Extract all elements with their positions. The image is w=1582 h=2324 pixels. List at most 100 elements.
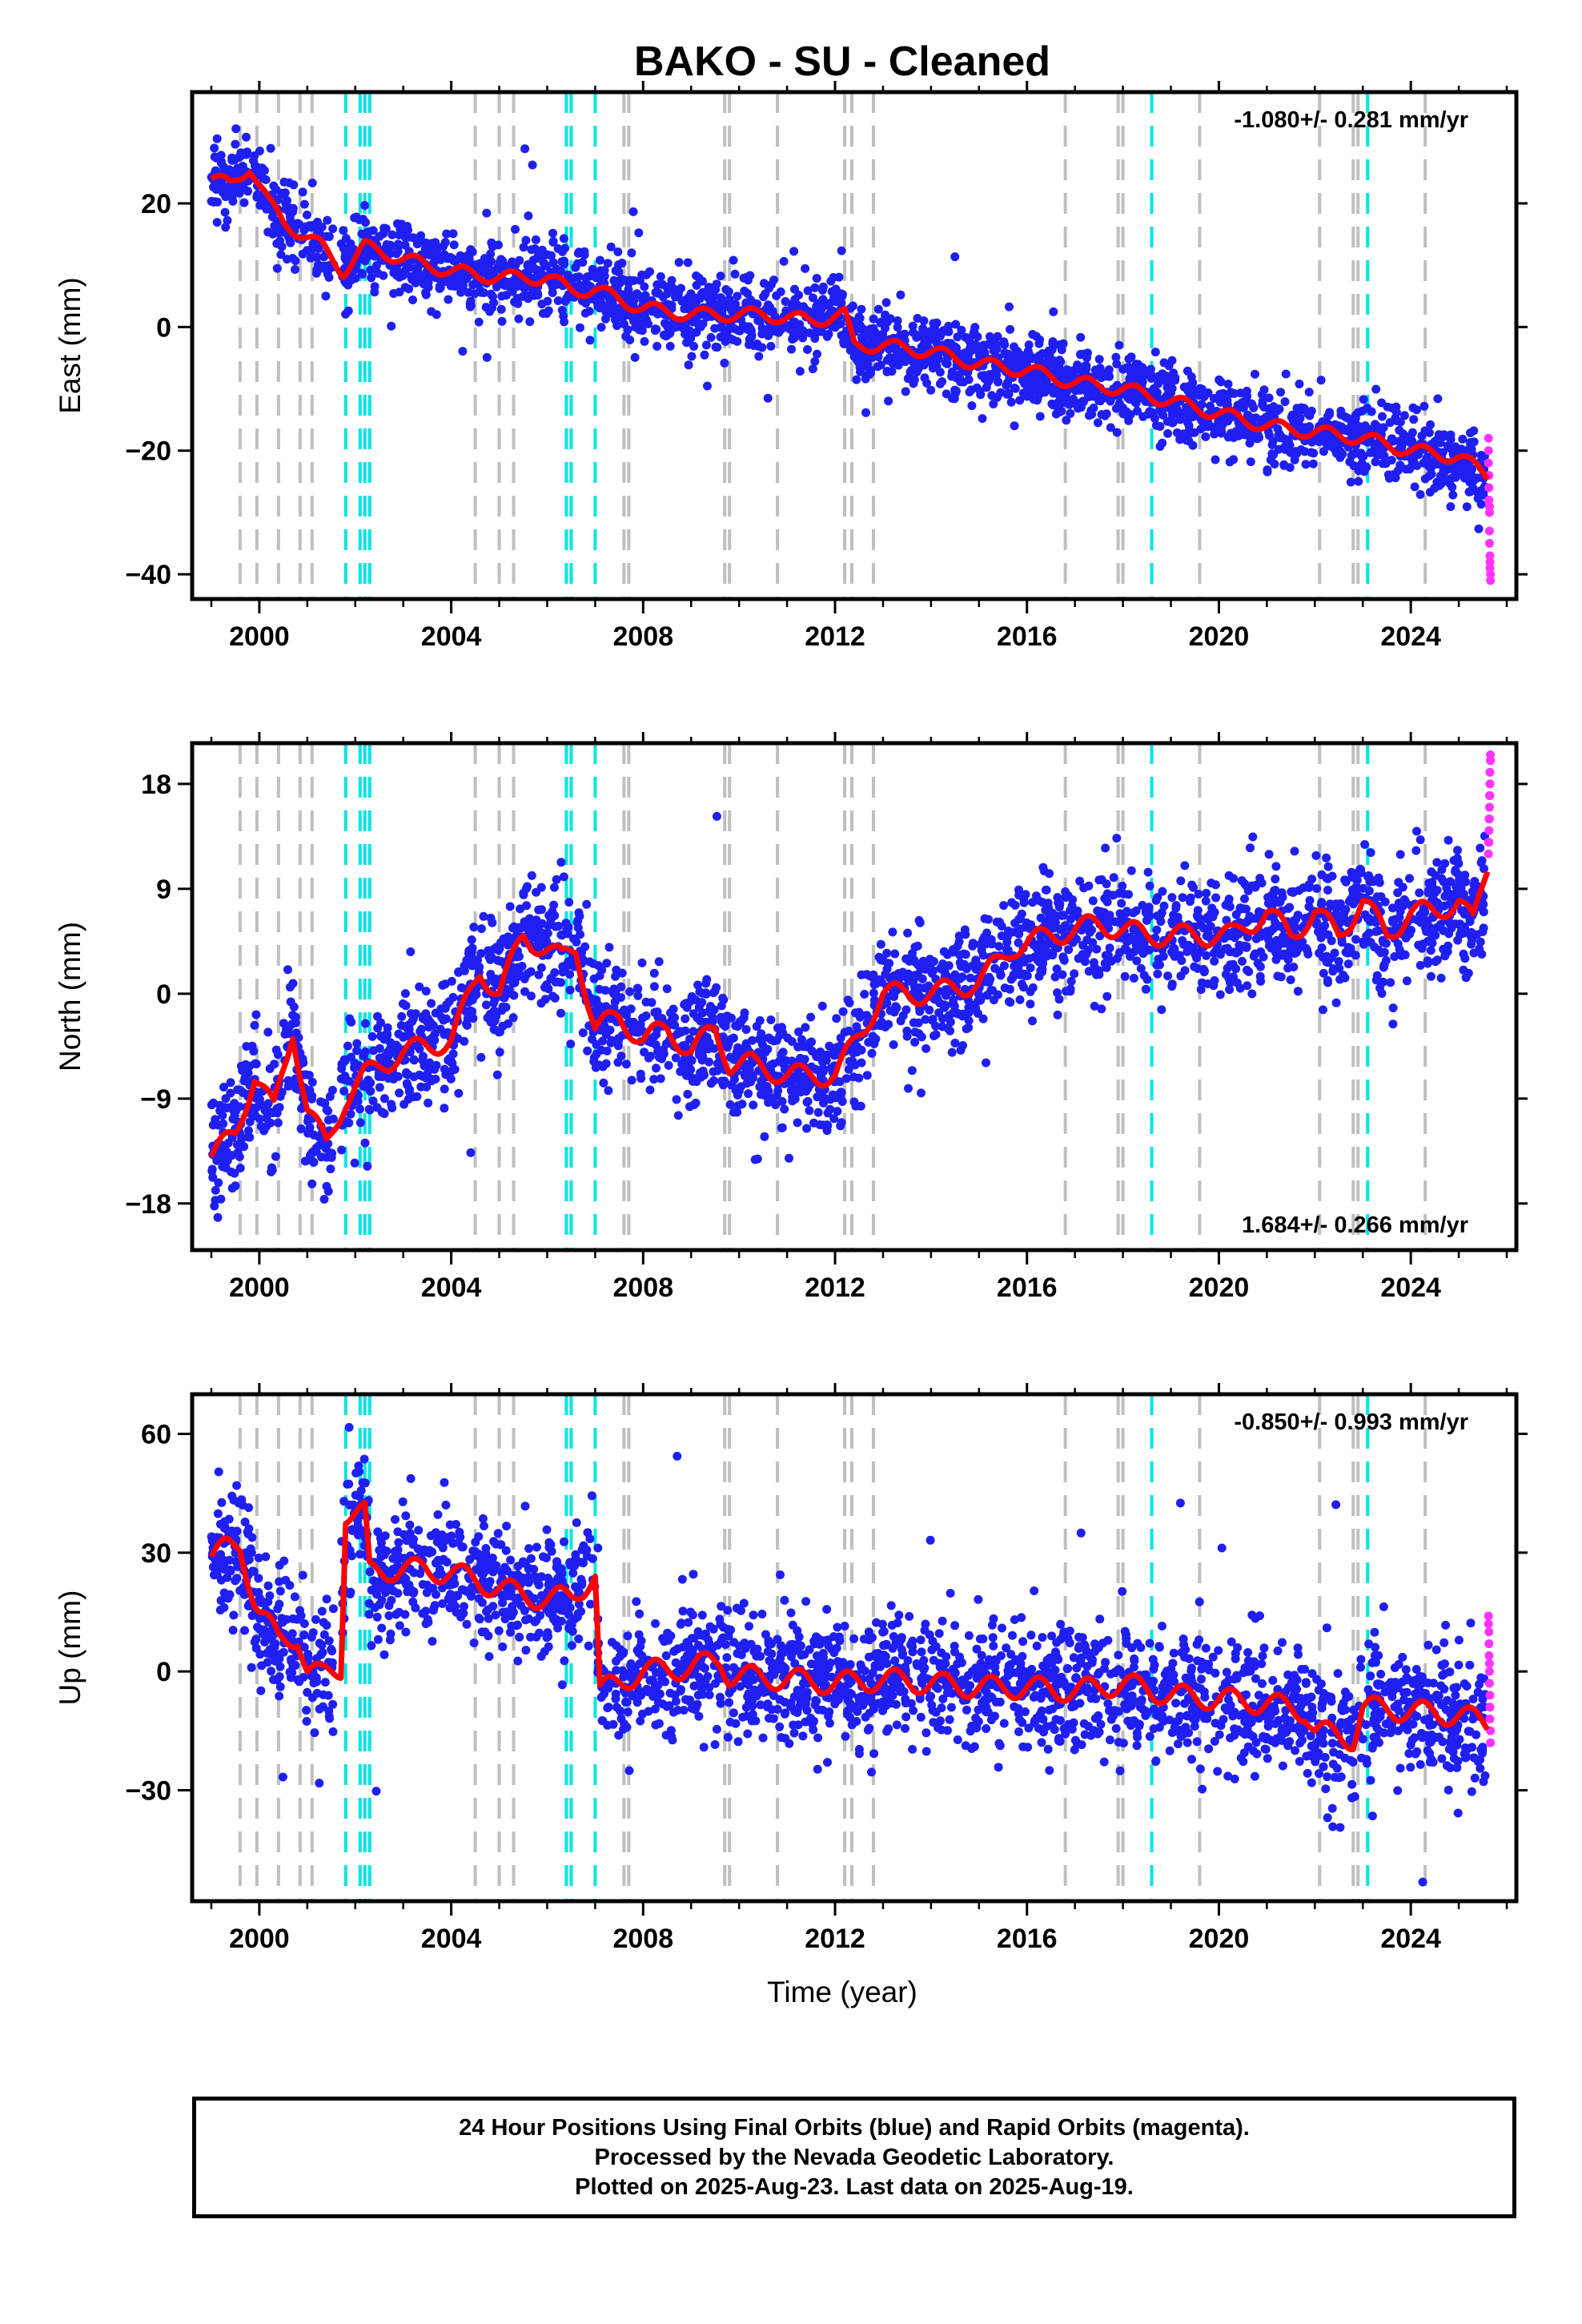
final-orbit-point xyxy=(1042,377,1051,387)
final-orbit-point xyxy=(982,1058,990,1068)
final-orbit-point xyxy=(350,213,359,223)
final-orbit-point xyxy=(520,974,529,983)
final-orbit-point xyxy=(212,134,222,143)
final-orbit-point xyxy=(395,1088,404,1098)
final-orbit-point xyxy=(944,327,954,336)
rapid-orbit-point xyxy=(1484,508,1494,517)
final-orbit-point xyxy=(1468,472,1476,482)
final-orbit-point xyxy=(1336,406,1346,416)
final-orbit-point xyxy=(1341,905,1351,915)
final-orbit-point xyxy=(482,1000,491,1010)
final-orbit-point xyxy=(686,333,696,343)
final-orbit-point xyxy=(514,314,524,324)
final-orbit-point xyxy=(1010,384,1020,393)
final-orbit-point xyxy=(625,987,635,996)
final-orbit-point xyxy=(1468,887,1477,896)
final-orbit-point xyxy=(684,360,693,370)
final-orbit-point xyxy=(931,1021,941,1031)
final-orbit-point xyxy=(1430,440,1439,449)
x-tick-label: 2012 xyxy=(805,621,865,652)
final-orbit-point xyxy=(407,274,416,283)
x-tick-label: 2016 xyxy=(997,621,1058,652)
final-orbit-point xyxy=(1010,421,1019,431)
final-orbit-point xyxy=(284,1023,294,1032)
final-orbit-point xyxy=(854,1007,864,1017)
final-orbit-point xyxy=(396,1021,406,1030)
final-orbit-point xyxy=(712,279,721,289)
final-orbit-point xyxy=(238,162,247,171)
final-orbit-point xyxy=(1443,887,1452,897)
final-orbit-point xyxy=(480,254,489,263)
final-orbit-point xyxy=(595,971,604,980)
final-orbit-point xyxy=(1411,846,1421,855)
final-orbit-point xyxy=(1226,978,1235,987)
final-orbit-point xyxy=(637,958,647,967)
final-orbit-point xyxy=(305,1128,315,1137)
final-orbit-point xyxy=(227,1167,236,1176)
final-orbit-point xyxy=(1311,919,1321,929)
final-orbit-point xyxy=(272,239,282,248)
final-orbit-point xyxy=(1367,407,1376,416)
final-orbit-point xyxy=(548,258,558,267)
final-orbit-point xyxy=(801,263,810,273)
final-orbit-point xyxy=(1157,1005,1166,1015)
final-orbit-point xyxy=(757,1076,766,1086)
final-orbit-point xyxy=(1026,963,1035,972)
final-orbit-point xyxy=(440,1084,449,1094)
final-orbit-point xyxy=(1343,959,1353,969)
final-orbit-point xyxy=(482,352,492,362)
final-orbit-point xyxy=(1415,960,1425,970)
final-orbit-point xyxy=(1000,340,1010,349)
final-orbit-point xyxy=(698,287,708,297)
final-orbit-point xyxy=(513,294,523,303)
plot-area xyxy=(207,92,1496,599)
final-orbit-point xyxy=(1405,874,1414,883)
final-orbit-point xyxy=(1049,307,1058,316)
final-orbit-point xyxy=(964,1023,974,1032)
final-orbit-point xyxy=(1111,352,1121,362)
final-orbit-point xyxy=(1465,438,1475,447)
final-orbit-point xyxy=(601,1059,611,1068)
final-orbit-point xyxy=(778,1047,788,1057)
final-orbit-point xyxy=(376,1018,386,1027)
final-orbit-point xyxy=(508,279,517,288)
final-orbit-point xyxy=(1294,943,1303,953)
final-orbit-point xyxy=(1125,374,1134,384)
final-orbit-point xyxy=(220,207,230,217)
final-orbit-point xyxy=(1474,524,1484,533)
final-orbit-point xyxy=(559,234,568,243)
final-orbit-point xyxy=(582,899,592,909)
final-orbit-point xyxy=(882,356,892,365)
final-orbit-point xyxy=(1341,877,1351,887)
final-orbit-point xyxy=(288,254,297,263)
final-orbit-point xyxy=(1307,406,1316,416)
final-orbit-point xyxy=(1276,388,1285,397)
final-orbit-point xyxy=(1023,346,1033,356)
final-orbit-point xyxy=(1430,888,1439,898)
final-orbit-point xyxy=(1379,451,1389,460)
final-orbit-point xyxy=(1235,420,1244,429)
final-orbit-point xyxy=(689,342,699,351)
final-orbit-point xyxy=(1476,858,1486,867)
final-orbit-point xyxy=(524,211,533,220)
final-orbit-point xyxy=(861,374,870,384)
final-orbit-point xyxy=(540,983,549,992)
final-orbit-point xyxy=(828,1090,837,1100)
final-orbit-point xyxy=(1354,476,1363,486)
final-orbit-point xyxy=(389,268,399,278)
final-orbit-point xyxy=(710,324,720,333)
final-orbit-point xyxy=(488,303,497,312)
final-orbit-point xyxy=(1159,901,1169,911)
final-orbit-point xyxy=(323,215,332,225)
final-orbit-point xyxy=(1387,404,1397,412)
final-orbit-point xyxy=(375,231,384,241)
final-orbit-point xyxy=(379,1094,389,1104)
final-orbit-point xyxy=(278,227,287,237)
final-orbit-point xyxy=(1434,430,1443,440)
final-orbit-point xyxy=(733,1022,742,1031)
final-orbit-point xyxy=(1253,434,1263,444)
final-orbit-point xyxy=(1010,900,1020,910)
final-orbit-point xyxy=(1114,340,1124,350)
final-orbit-point xyxy=(1227,927,1237,937)
final-orbit-point xyxy=(406,947,416,956)
